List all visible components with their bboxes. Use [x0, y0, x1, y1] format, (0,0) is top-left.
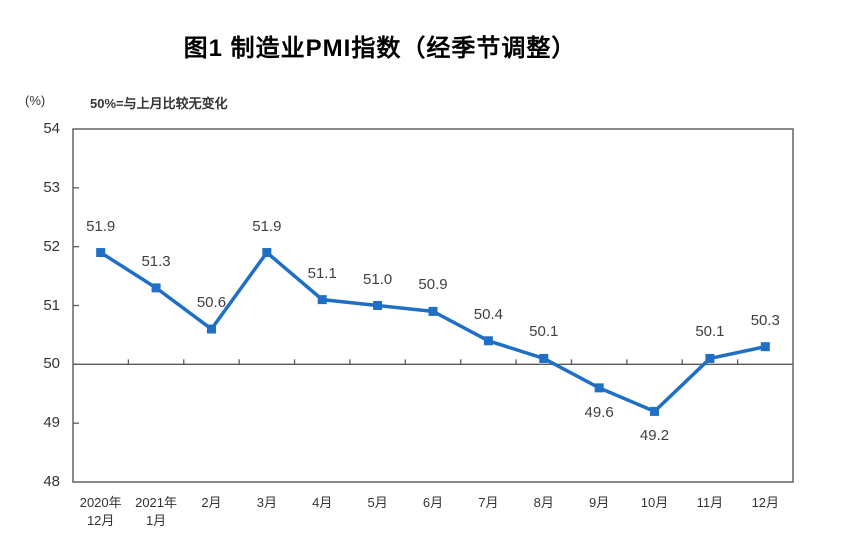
y-tick-label: 54 [43, 120, 60, 137]
data-point-label: 51.3 [141, 252, 171, 270]
chart-title: 图1 制造业PMI指数（经季节调整） [183, 35, 577, 62]
x-tick-label: 2月 [201, 495, 222, 510]
data-point-label: 50.1 [529, 323, 559, 341]
x-tick-label: 9月 [589, 495, 610, 510]
data-point-label: 51.1 [307, 264, 337, 282]
y-tick-label: 51 [43, 296, 60, 314]
x-tick-label: 5月 [367, 495, 388, 510]
y-tick-label: 49 [43, 414, 60, 432]
data-point-label: 49.2 [639, 427, 670, 445]
data-point-marker [373, 301, 383, 310]
data-point-label: 50.9 [418, 276, 448, 294]
data-point-label: 51.9 [86, 217, 116, 235]
data-point-marker [539, 353, 549, 363]
x-tick-label: 4月 [312, 495, 333, 510]
data-point-marker [705, 353, 715, 363]
data-point-marker [483, 336, 493, 346]
x-tick-label: 2020年 12月 [79, 495, 122, 528]
data-point-label: 50.1 [695, 323, 725, 341]
data-point-marker [317, 295, 327, 305]
x-tick-label: 8月 [533, 495, 554, 510]
x-tick-label: 11月 [696, 495, 724, 510]
data-point-marker [594, 383, 604, 393]
y-tick-label: 53 [43, 178, 60, 196]
data-point-label: 49.6 [584, 403, 614, 421]
x-tick-label: 2021年 1月 [135, 495, 178, 528]
x-tick-label: 10月 [640, 495, 669, 510]
data-point-marker [428, 306, 438, 316]
data-point-marker [760, 342, 770, 352]
data-point-label: 50.6 [196, 294, 227, 312]
y-tick-label: 50 [43, 355, 60, 373]
y-tick-label: 48 [43, 473, 60, 490]
y-axis-unit-label: (%) [25, 93, 46, 108]
data-point-label: 50.4 [473, 305, 503, 323]
x-tick-label: 7月 [478, 495, 499, 510]
y-tick-label: 52 [43, 237, 60, 255]
x-tick-label: 3月 [256, 495, 277, 510]
x-tick-label: 12月 [751, 495, 780, 510]
data-point-marker [151, 283, 161, 293]
data-point-label: 50.3 [750, 311, 780, 329]
data-point-label: 51.9 [252, 217, 282, 235]
data-point-marker [262, 248, 272, 258]
data-point-marker [206, 324, 216, 334]
data-point-marker [96, 248, 106, 258]
baseline-reference-note: 50%=与上月比较无变化 [90, 96, 228, 111]
data-point-label: 51.0 [363, 270, 393, 288]
data-point-marker [650, 406, 660, 416]
x-tick-label: 6月 [422, 495, 444, 510]
